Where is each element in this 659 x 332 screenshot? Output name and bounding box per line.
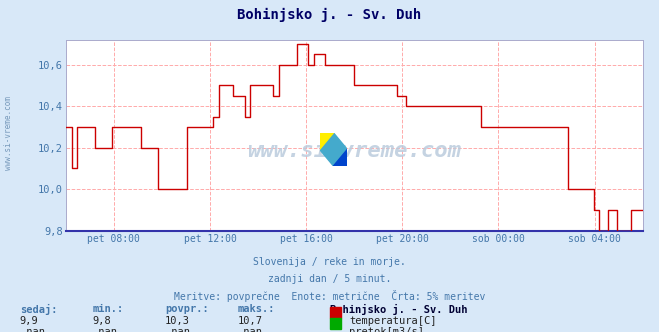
Text: Bohinjsko j. - Sv. Duh: Bohinjsko j. - Sv. Duh <box>330 304 467 315</box>
Polygon shape <box>320 133 347 166</box>
Text: maks.:: maks.: <box>237 304 275 314</box>
Text: min.:: min.: <box>92 304 123 314</box>
Text: Slovenija / reke in morje.: Slovenija / reke in morje. <box>253 257 406 267</box>
Text: www.si-vreme.com: www.si-vreme.com <box>247 140 461 161</box>
Text: povpr.:: povpr.: <box>165 304 208 314</box>
Text: 10,7: 10,7 <box>237 316 262 326</box>
Polygon shape <box>333 149 347 166</box>
Text: 9,8: 9,8 <box>92 316 111 326</box>
Text: -nan: -nan <box>92 327 117 332</box>
Text: -nan: -nan <box>20 327 45 332</box>
Text: zadnji dan / 5 minut.: zadnji dan / 5 minut. <box>268 274 391 284</box>
Text: 9,9: 9,9 <box>20 316 38 326</box>
Text: www.si-vreme.com: www.si-vreme.com <box>4 96 13 170</box>
Text: -nan: -nan <box>237 327 262 332</box>
Text: Bohinjsko j. - Sv. Duh: Bohinjsko j. - Sv. Duh <box>237 8 422 23</box>
Text: -nan: -nan <box>165 327 190 332</box>
Text: temperatura[C]: temperatura[C] <box>349 316 437 326</box>
Text: Meritve: povprečne  Enote: metrične  Črta: 5% meritev: Meritve: povprečne Enote: metrične Črta:… <box>174 290 485 302</box>
Text: 10,3: 10,3 <box>165 316 190 326</box>
Text: pretok[m3/s]: pretok[m3/s] <box>349 327 424 332</box>
Text: sedaj:: sedaj: <box>20 304 57 315</box>
Polygon shape <box>320 133 333 149</box>
